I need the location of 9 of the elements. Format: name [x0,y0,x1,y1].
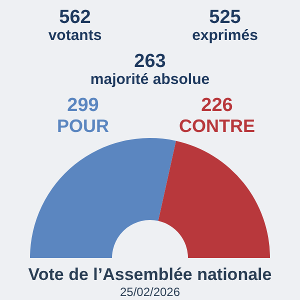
slice-label: CONTRE [179,116,255,136]
data-label: 226 [201,95,233,116]
data-label: 299 [67,95,99,116]
text: 263 majorité absolue [90,51,210,88]
slice-label: POUR [56,116,110,136]
text: Vote de l’Assemblée nationale [28,265,272,284]
text: 25/02/2026 [120,285,180,299]
text: 525 exprimés [192,7,258,44]
text: 562 votants [48,7,102,44]
